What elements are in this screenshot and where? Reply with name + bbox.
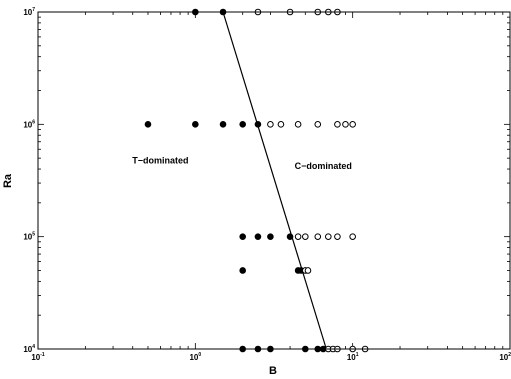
x-tick-label: 100 <box>189 352 201 362</box>
boundary-line <box>222 11 327 350</box>
filled-point <box>239 121 246 128</box>
filled-point <box>144 121 152 128</box>
plot-frame <box>37 11 511 350</box>
open-point <box>267 121 274 128</box>
open-point <box>302 233 309 240</box>
open-point <box>304 267 312 274</box>
filled-point <box>192 121 199 128</box>
open-point <box>277 121 285 128</box>
filled-point <box>254 121 262 128</box>
open-point <box>314 233 322 240</box>
annotations: T−dominated C−dominated <box>132 155 352 171</box>
filled-point <box>254 233 262 240</box>
x-axis-label: B <box>269 365 277 377</box>
open-point <box>342 121 349 128</box>
y-axis-label: Ra <box>2 173 14 188</box>
filled-point <box>219 121 227 128</box>
x-tick-label: 101 <box>347 352 359 362</box>
y-tick-label: 105 <box>23 232 35 242</box>
regime-boundary <box>222 11 327 350</box>
open-point <box>334 233 341 240</box>
tick-labels: 10-1 100 101 102 104 105 106 107 <box>23 7 511 362</box>
y-tick-label: 104 <box>23 344 35 354</box>
region-label: C−dominated <box>295 161 352 171</box>
open-point <box>324 233 332 240</box>
filled-point <box>267 233 274 240</box>
x-tick-label: 102 <box>499 352 511 362</box>
filled-point <box>239 233 246 240</box>
open-point <box>294 121 302 128</box>
x-tick-label: 10-1 <box>31 352 45 362</box>
open-point <box>334 121 341 128</box>
filled-point <box>239 267 246 274</box>
axis-ticks <box>37 11 511 350</box>
open-point <box>314 121 322 128</box>
y-tick-label: 106 <box>23 119 35 129</box>
open-point <box>349 121 356 128</box>
filled-point <box>286 233 294 240</box>
open-point <box>349 233 356 240</box>
y-tick-label: 107 <box>23 7 35 17</box>
open-point <box>294 233 302 240</box>
region-label: T−dominated <box>132 155 188 165</box>
data-points <box>144 8 369 353</box>
